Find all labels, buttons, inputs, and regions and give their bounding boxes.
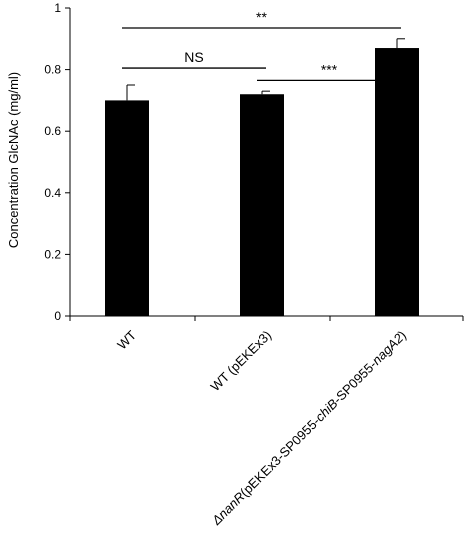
- x-category-label: WT (pEKEx3): [207, 328, 274, 395]
- x-category-label-part: WT (pEKEx3): [207, 328, 274, 395]
- significance-label: NS: [184, 49, 203, 65]
- y-tick-label: 0: [54, 309, 61, 323]
- x-category-label-part: WT: [114, 327, 139, 352]
- significance-label: **: [256, 9, 267, 25]
- bar: [240, 94, 284, 317]
- y-tick-label: 0.8: [44, 63, 61, 77]
- y-tick-label: 1: [54, 1, 61, 15]
- y-tick-label: 0.2: [44, 247, 61, 261]
- y-axis-label: Concentration GlcNAc (mg/ml): [6, 72, 21, 248]
- y-tick-label: 0.6: [44, 124, 61, 138]
- x-category-label-part: -SP0955-: [330, 357, 379, 406]
- x-category-label-part: (pEKEx3-SP0955-: [237, 414, 323, 500]
- x-category-label: WT: [114, 327, 139, 352]
- y-tick-label: 0.4: [44, 186, 61, 200]
- bar: [105, 100, 149, 317]
- significance-label: ***: [321, 61, 338, 77]
- bar: [375, 48, 419, 316]
